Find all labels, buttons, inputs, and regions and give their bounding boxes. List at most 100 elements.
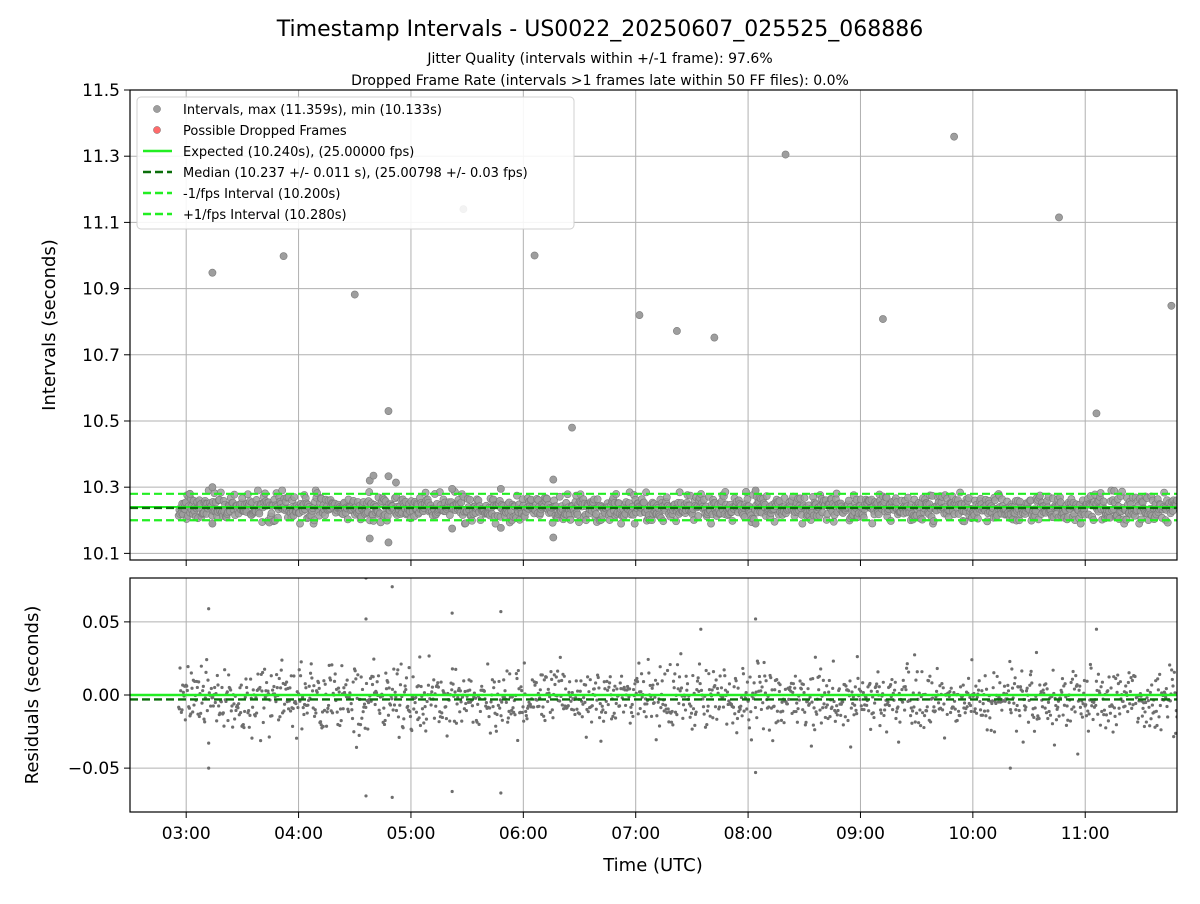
residual-point — [326, 703, 331, 708]
residual-point — [831, 659, 835, 663]
residual-point — [289, 674, 293, 678]
residual-point — [352, 730, 356, 734]
residual-point — [469, 679, 473, 683]
residual-point — [713, 683, 717, 688]
residual-point — [291, 706, 295, 711]
residual-point — [267, 735, 271, 739]
residual-point — [930, 681, 934, 685]
residual-point — [622, 685, 626, 689]
residual-point — [242, 725, 246, 730]
residual-point — [279, 668, 283, 672]
residual-point — [1063, 682, 1067, 686]
residual-point — [648, 683, 652, 688]
residual-point — [496, 703, 500, 707]
residual-point — [560, 703, 564, 707]
residual-point — [179, 689, 183, 693]
residual-point — [619, 674, 624, 678]
residual-point — [1160, 691, 1164, 695]
residual-point — [636, 712, 640, 716]
residual-point — [835, 704, 839, 708]
residual-point — [422, 691, 427, 695]
residual-point — [823, 715, 827, 720]
residual-point — [1021, 740, 1025, 744]
residual-point — [1080, 715, 1085, 719]
residual-point — [377, 708, 381, 712]
residual-point — [671, 679, 676, 683]
residual-point — [603, 710, 608, 715]
residual-point — [869, 727, 873, 731]
residual-point — [543, 718, 547, 723]
residual-point — [207, 741, 211, 745]
residual-point — [1128, 689, 1132, 694]
residual-point — [538, 688, 542, 692]
interval-outlier-point — [448, 524, 457, 533]
residual-point — [731, 721, 735, 725]
interval-outlier-point — [279, 252, 288, 261]
residual-point — [893, 688, 897, 692]
residual-point — [647, 671, 651, 675]
residual-point — [209, 704, 213, 708]
interval-outlier-point — [369, 471, 378, 480]
interval-outlier-point — [879, 315, 887, 323]
residual-point — [274, 672, 279, 677]
residual-point — [819, 721, 823, 725]
residual-point — [528, 702, 532, 706]
residual-point — [915, 670, 919, 674]
residual-point — [384, 671, 388, 675]
residual-point — [390, 697, 394, 701]
residual-point — [747, 718, 751, 722]
residual-point — [1144, 720, 1148, 724]
interval-point — [868, 519, 877, 528]
residual-point — [847, 689, 851, 693]
residual-point — [452, 719, 457, 723]
residual-point — [259, 739, 263, 743]
residual-point — [640, 695, 644, 699]
residual-point — [623, 703, 628, 708]
interval-point — [904, 493, 912, 502]
residual-point — [821, 678, 825, 682]
residual-point — [917, 721, 921, 725]
residual-outlier-point — [364, 794, 368, 798]
residual-point — [1046, 716, 1050, 721]
residual-point — [588, 678, 592, 682]
residual-point — [250, 736, 254, 740]
residual-point — [968, 695, 972, 699]
residual-point — [673, 672, 677, 676]
residual-point — [243, 709, 247, 714]
residual-point — [1078, 684, 1082, 688]
residual-outlier-point — [450, 789, 454, 794]
residual-point — [403, 684, 407, 688]
x-tick-label: 08:00 — [724, 824, 773, 844]
residual-point — [798, 679, 802, 683]
residual-point — [725, 722, 729, 726]
residual-point — [833, 719, 837, 723]
residual-point — [1118, 680, 1122, 684]
residual-point — [297, 668, 301, 672]
residual-point — [1073, 710, 1077, 714]
residual-point — [370, 682, 375, 687]
residual-point — [997, 695, 1001, 699]
residual-point — [488, 706, 492, 710]
residual-point — [1075, 683, 1079, 687]
residual-point — [1144, 700, 1148, 705]
residual-point — [1108, 711, 1113, 715]
residual-point — [371, 675, 375, 679]
residual-point — [775, 709, 780, 713]
residual-point — [1092, 700, 1096, 704]
residual-point — [330, 663, 334, 667]
residual-point — [869, 689, 873, 693]
residual-point — [251, 688, 255, 692]
residual-point — [458, 710, 462, 714]
residual-point — [952, 690, 956, 695]
residual-point — [850, 690, 854, 694]
residual-point — [1130, 706, 1134, 710]
residual-point — [515, 676, 519, 681]
residual-point — [1155, 723, 1159, 728]
residual-point — [1006, 683, 1010, 687]
residual-point — [859, 689, 863, 693]
residual-point — [1043, 706, 1047, 710]
interval-outlier-point — [392, 478, 400, 487]
residual-outlier-point — [753, 770, 758, 775]
residual-point — [607, 685, 611, 689]
